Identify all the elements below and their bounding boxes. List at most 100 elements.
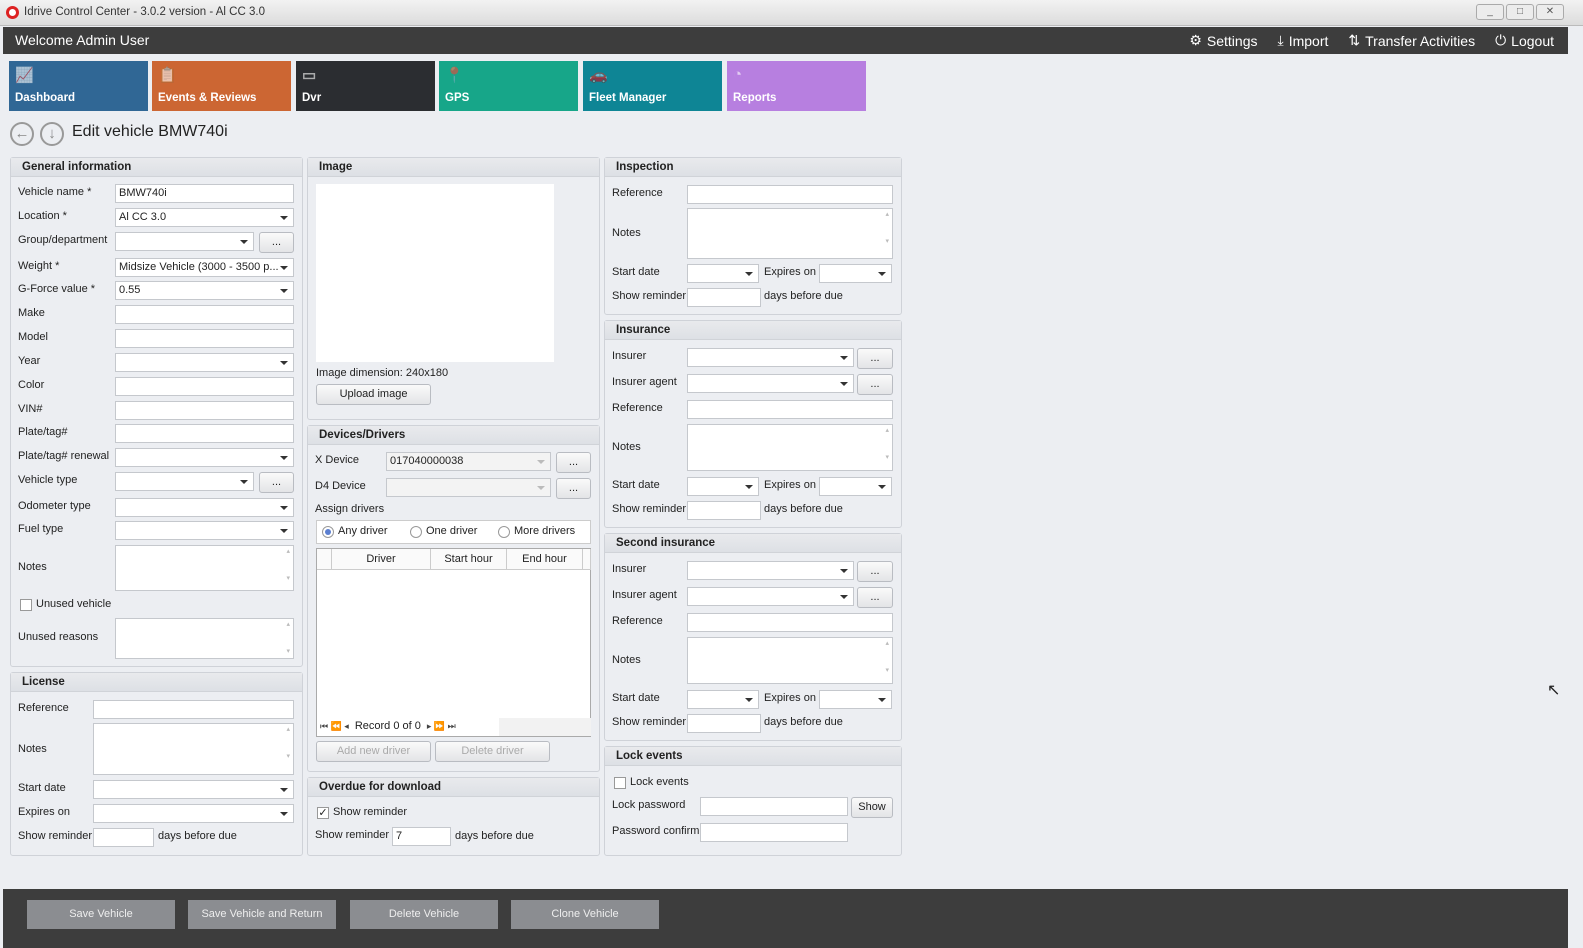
vehicle-type-label: Vehicle type xyxy=(18,474,78,486)
panel-title: Insurance xyxy=(605,321,901,340)
insurer-agent-select[interactable] xyxy=(687,374,854,393)
year-select[interactable] xyxy=(115,353,294,372)
insurance-start-picker[interactable] xyxy=(687,477,759,496)
second-expires-picker[interactable] xyxy=(819,690,892,709)
location-select[interactable]: Al CC 3.0 xyxy=(115,208,294,227)
down-button[interactable]: ↓ xyxy=(40,122,64,146)
save-and-return-button[interactable]: Save Vehicle and Return xyxy=(188,900,336,929)
insurance-reminder-input[interactable] xyxy=(687,501,761,520)
minimize-button[interactable]: _ xyxy=(1476,4,1504,20)
second-insurer-more-button[interactable]: ... xyxy=(857,561,893,582)
vehicle-name-input[interactable]: BMW740i xyxy=(115,184,294,203)
driver-column-header[interactable]: Driver xyxy=(332,549,431,570)
insurer-agent-more-button[interactable]: ... xyxy=(857,374,893,395)
show-reminder-checkbox[interactable]: ✓ xyxy=(317,807,329,819)
inspection-notes-textarea[interactable] xyxy=(687,208,893,259)
second-notes-textarea[interactable] xyxy=(687,637,893,684)
grid-horizontal-scrollbar[interactable] xyxy=(499,718,591,736)
x-device-select[interactable]: 017040000038 xyxy=(386,452,551,471)
color-input[interactable] xyxy=(115,377,294,396)
insurer-agent-label: Insurer agent xyxy=(612,376,677,388)
grid-navigator-first[interactable]: ⏮ ⏪ ◂ xyxy=(320,720,349,731)
end-hour-column-header[interactable]: End hour xyxy=(507,549,583,570)
lock-events-checkbox[interactable] xyxy=(614,777,626,789)
gforce-select[interactable]: 0.55 xyxy=(115,281,294,300)
group-select[interactable] xyxy=(115,232,254,251)
start-hour-column-header[interactable]: Start hour xyxy=(431,549,507,570)
insurance-reference-input[interactable] xyxy=(687,400,893,419)
import-link[interactable]: ⤓ Import xyxy=(1278,32,1329,49)
overdue-days-input[interactable]: 7 xyxy=(392,827,451,846)
image-dimension: Image dimension: 240x180 xyxy=(316,367,448,379)
insurance-expires-picker[interactable] xyxy=(819,477,892,496)
tile-dvr[interactable]: ▭ Dvr xyxy=(296,61,435,111)
model-input[interactable] xyxy=(115,329,294,348)
insurance-notes-textarea[interactable] xyxy=(687,424,893,471)
panel-title: General information xyxy=(11,158,302,177)
grid-navigator-next[interactable]: ▸ ⏩ ⏭ xyxy=(426,720,456,731)
settings-link[interactable]: ⚙ Settings xyxy=(1189,32,1257,49)
x-device-more-button[interactable]: ... xyxy=(556,452,591,473)
close-button[interactable]: ✕ xyxy=(1536,4,1564,20)
image-dimension-value: 240x180 xyxy=(405,367,449,379)
more-drivers-label: More drivers xyxy=(514,525,576,537)
notes-textarea[interactable] xyxy=(115,545,294,591)
plate-input[interactable] xyxy=(115,424,294,443)
license-start-date-picker[interactable] xyxy=(93,780,294,799)
save-vehicle-button[interactable]: Save Vehicle xyxy=(27,900,175,929)
upload-image-button[interactable]: Upload image xyxy=(316,384,431,405)
inspection-reminder-input[interactable] xyxy=(687,288,761,307)
odometer-select[interactable] xyxy=(115,498,294,517)
tile-dashboard[interactable]: 📈 Dashboard xyxy=(9,61,148,111)
clone-vehicle-button[interactable]: Clone Vehicle xyxy=(511,900,659,929)
delete-vehicle-button[interactable]: Delete Vehicle xyxy=(350,900,498,929)
license-notes-textarea[interactable] xyxy=(93,723,294,775)
inspection-expires-picker[interactable] xyxy=(819,264,892,283)
second-insurer-agent-select[interactable] xyxy=(687,587,854,606)
any-driver-radio[interactable] xyxy=(322,526,334,538)
weight-select[interactable]: Midsize Vehicle (3000 - 3500 p... xyxy=(115,258,294,277)
vehicle-name-label: Vehicle name * xyxy=(18,186,92,198)
make-input[interactable] xyxy=(115,305,294,324)
license-expires-picker[interactable] xyxy=(93,804,294,823)
inspection-reminder-label: Show reminder xyxy=(612,290,686,302)
d4-device-more-button[interactable]: ... xyxy=(556,478,591,499)
vehicle-type-more-button[interactable]: ... xyxy=(259,472,294,493)
one-driver-radio[interactable] xyxy=(410,526,422,538)
fuel-select[interactable] xyxy=(115,521,294,540)
password-confirm-input[interactable] xyxy=(700,823,848,842)
logout-link[interactable]: ⏻ Logout xyxy=(1495,32,1554,49)
insurer-select[interactable] xyxy=(687,348,854,367)
back-button[interactable]: ← xyxy=(10,122,34,146)
more-drivers-radio[interactable] xyxy=(498,526,510,538)
license-reminder-input[interactable] xyxy=(93,828,154,847)
group-more-button[interactable]: ... xyxy=(259,232,294,253)
license-reference-input[interactable] xyxy=(93,700,294,719)
transfer-label: Transfer Activities xyxy=(1365,32,1476,49)
second-insurer-agent-more-button[interactable]: ... xyxy=(857,587,893,608)
second-reference-input[interactable] xyxy=(687,613,893,632)
show-password-button[interactable]: Show xyxy=(851,797,893,818)
second-reminder-input[interactable] xyxy=(687,714,761,733)
tile-fleet-manager[interactable]: 🚗 Fleet Manager xyxy=(583,61,722,111)
inspection-reference-input[interactable] xyxy=(687,185,893,204)
transfer-activities-link[interactable]: ⇅ Transfer Activities xyxy=(1348,32,1475,49)
insurer-more-button[interactable]: ... xyxy=(857,348,893,369)
inspection-start-picker[interactable] xyxy=(687,264,759,283)
add-new-driver-button[interactable]: Add new driver xyxy=(316,741,431,762)
unused-reasons-textarea[interactable] xyxy=(115,618,294,659)
tile-events-reviews[interactable]: 📋 Events & Reviews xyxy=(152,61,291,111)
vehicle-type-select[interactable] xyxy=(115,472,254,491)
second-start-picker[interactable] xyxy=(687,690,759,709)
tile-reports[interactable]: ◔ Reports xyxy=(727,61,866,111)
second-insurer-select[interactable] xyxy=(687,561,854,580)
unused-vehicle-checkbox[interactable] xyxy=(20,599,32,611)
delete-driver-button[interactable]: Delete driver xyxy=(435,741,550,762)
vin-input[interactable] xyxy=(115,401,294,420)
tile-gps[interactable]: 📍 GPS xyxy=(439,61,578,111)
d4-device-select[interactable] xyxy=(386,478,551,497)
weight-label: Weight * xyxy=(18,260,60,272)
plate-renewal-select[interactable] xyxy=(115,448,294,467)
maximize-button[interactable]: □ xyxy=(1506,4,1534,20)
lock-password-input[interactable] xyxy=(700,797,848,816)
